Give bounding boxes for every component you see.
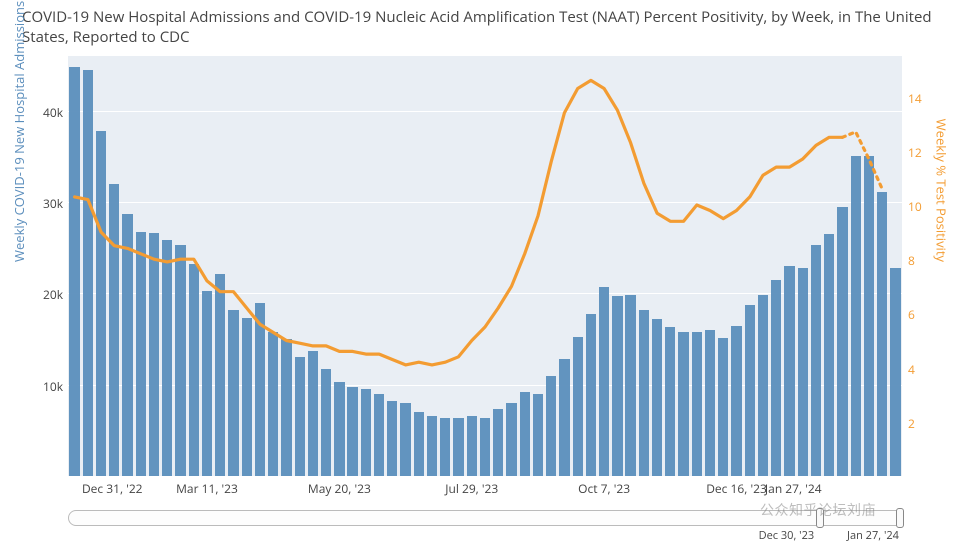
admissions-bar[interactable] — [374, 394, 384, 476]
admissions-bar[interactable] — [175, 245, 185, 476]
y2-tick-label: 10 — [908, 198, 948, 215]
admissions-bar[interactable] — [890, 268, 900, 476]
y2-tick-label: 8 — [908, 252, 948, 269]
admissions-bar[interactable] — [718, 338, 728, 476]
chart-title: COVID-19 New Hospital Admissions and COV… — [22, 8, 936, 47]
x-tick-label: Dec 31, '22 — [82, 480, 143, 497]
admissions-bar[interactable] — [149, 233, 159, 476]
admissions-bar[interactable] — [758, 295, 768, 476]
admissions-bar[interactable] — [798, 268, 808, 476]
y1-tick-label: 10k — [13, 378, 63, 395]
admissions-bar[interactable] — [599, 287, 609, 476]
x-tick-label: Jul 29, '23 — [445, 480, 498, 497]
admissions-bar[interactable] — [228, 310, 238, 476]
admissions-bar[interactable] — [573, 337, 583, 476]
admissions-bar[interactable] — [162, 240, 172, 476]
admissions-bar[interactable] — [520, 392, 530, 476]
admissions-bar[interactable] — [189, 264, 199, 476]
admissions-bar[interactable] — [96, 131, 106, 476]
admissions-bar[interactable] — [387, 401, 397, 476]
admissions-bar[interactable] — [745, 305, 755, 476]
admissions-bar[interactable] — [453, 418, 463, 476]
admissions-bar[interactable] — [665, 327, 675, 476]
admissions-bar[interactable] — [771, 280, 781, 476]
admissions-bar[interactable] — [467, 416, 477, 476]
range-slider-start-label: Dec 30, '23 — [759, 528, 815, 543]
admissions-bar[interactable] — [268, 332, 278, 476]
admissions-bar[interactable] — [692, 332, 702, 476]
admissions-bar[interactable] — [242, 318, 252, 476]
y1-tick-label: 20k — [13, 286, 63, 303]
admissions-bar[interactable] — [361, 389, 371, 476]
gridline — [68, 202, 902, 203]
admissions-bar[interactable] — [811, 245, 821, 476]
gridline — [68, 111, 902, 112]
y1-axis-title: Weekly COVID-19 New Hospital Admissions — [10, 1, 28, 262]
admissions-bar[interactable] — [652, 319, 662, 476]
admissions-bar[interactable] — [414, 412, 424, 476]
x-tick-label: Oct 7, '23 — [578, 480, 630, 497]
admissions-bar[interactable] — [69, 67, 79, 476]
chart-plot-area[interactable] — [68, 56, 902, 476]
admissions-bar[interactable] — [122, 214, 132, 476]
admissions-bar[interactable] — [784, 266, 794, 476]
admissions-bar[interactable] — [202, 291, 212, 476]
range-slider-end-label: Jan 27, '24 — [847, 528, 899, 543]
y2-tick-label: 2 — [908, 415, 948, 432]
y1-tick-label: 30k — [13, 195, 63, 212]
admissions-bar[interactable] — [506, 403, 516, 476]
admissions-bar[interactable] — [851, 156, 861, 476]
admissions-bar[interactable] — [83, 70, 93, 476]
admissions-bar[interactable] — [731, 326, 741, 476]
admissions-bar[interactable] — [639, 310, 649, 476]
y2-axis-title: Weekly % Test Positivity — [932, 119, 950, 262]
x-tick-label: Mar 11, '23 — [176, 480, 238, 497]
admissions-bar[interactable] — [427, 416, 437, 476]
y2-tick-label: 12 — [908, 144, 948, 161]
admissions-bar[interactable] — [864, 156, 874, 476]
admissions-bar[interactable] — [533, 394, 543, 476]
y1-tick-label: 40k — [13, 104, 63, 121]
x-tick-label: May 20, '23 — [308, 480, 371, 497]
admissions-bar[interactable] — [334, 382, 344, 476]
admissions-bar[interactable] — [877, 192, 887, 476]
admissions-bar[interactable] — [440, 418, 450, 476]
admissions-bar[interactable] — [255, 303, 265, 476]
admissions-bar[interactable] — [705, 330, 715, 476]
admissions-bar[interactable] — [824, 234, 834, 476]
admissions-bar[interactable] — [559, 359, 569, 476]
admissions-bar[interactable] — [321, 369, 331, 476]
admissions-bar[interactable] — [586, 314, 596, 476]
admissions-bar[interactable] — [400, 403, 410, 476]
admissions-bar[interactable] — [295, 357, 305, 476]
admissions-bar[interactable] — [546, 376, 556, 476]
y2-tick-label: 4 — [908, 361, 948, 378]
admissions-bar[interactable] — [215, 274, 225, 476]
admissions-bar[interactable] — [347, 387, 357, 476]
range-slider-handle-end[interactable] — [896, 508, 904, 528]
admissions-bar[interactable] — [281, 339, 291, 476]
admissions-bar[interactable] — [480, 418, 490, 476]
admissions-bar[interactable] — [308, 351, 318, 476]
watermark-text: 公众知乎论坛刘庙 — [760, 500, 876, 520]
x-tick-label: Jan 27, '24 — [765, 480, 822, 497]
admissions-bar[interactable] — [493, 409, 503, 476]
admissions-bar[interactable] — [625, 295, 635, 476]
admissions-bar[interactable] — [837, 207, 847, 476]
admissions-bar[interactable] — [678, 332, 688, 476]
y2-tick-label: 6 — [908, 306, 948, 323]
admissions-bar[interactable] — [612, 296, 622, 476]
x-tick-label: Dec 16, '23 — [706, 480, 767, 497]
admissions-bar[interactable] — [109, 184, 119, 476]
y2-tick-label: 14 — [908, 90, 948, 107]
admissions-bar[interactable] — [136, 232, 146, 476]
